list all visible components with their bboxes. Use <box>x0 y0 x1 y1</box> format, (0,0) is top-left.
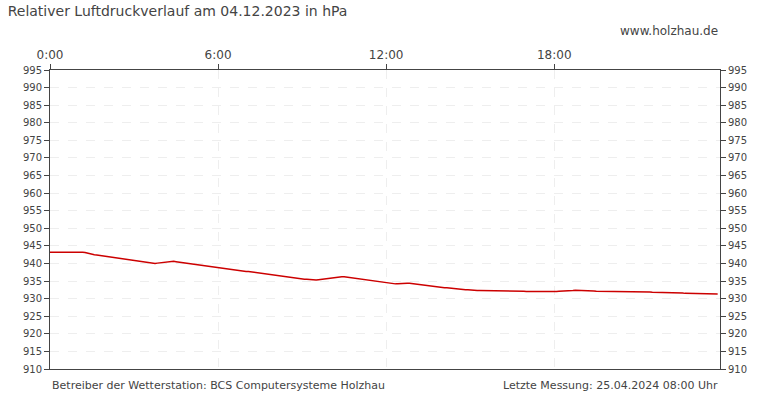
svg-text:990: 990 <box>728 82 747 93</box>
svg-text:995: 995 <box>23 65 42 76</box>
svg-text:910: 910 <box>23 364 42 375</box>
svg-text:965: 965 <box>23 170 42 181</box>
svg-text:920: 920 <box>728 328 747 339</box>
svg-text:970: 970 <box>23 152 42 163</box>
svg-text:970: 970 <box>728 152 747 163</box>
svg-text:940: 940 <box>23 258 42 269</box>
svg-text:925: 925 <box>23 311 42 322</box>
svg-text:0:00: 0:00 <box>37 48 64 62</box>
svg-text:930: 930 <box>23 293 42 304</box>
svg-text:18:00: 18:00 <box>537 48 572 62</box>
svg-text:955: 955 <box>23 205 42 216</box>
svg-text:980: 980 <box>23 117 42 128</box>
svg-text:940: 940 <box>728 258 747 269</box>
svg-text:935: 935 <box>728 276 747 287</box>
svg-text:995: 995 <box>728 65 747 76</box>
svg-text:915: 915 <box>728 346 747 357</box>
svg-text:975: 975 <box>23 135 42 146</box>
svg-text:960: 960 <box>728 188 747 199</box>
svg-text:945: 945 <box>728 240 747 251</box>
svg-text:925: 925 <box>728 311 747 322</box>
svg-text:990: 990 <box>23 82 42 93</box>
svg-text:Betreiber der Wetterstation: B: Betreiber der Wetterstation: BCS Compute… <box>52 379 385 392</box>
svg-text:www.holzhau.de: www.holzhau.de <box>620 24 718 38</box>
svg-text:945: 945 <box>23 240 42 251</box>
svg-text:920: 920 <box>23 328 42 339</box>
svg-text:6:00: 6:00 <box>205 48 232 62</box>
svg-text:975: 975 <box>728 135 747 146</box>
svg-text:955: 955 <box>728 205 747 216</box>
svg-text:985: 985 <box>728 100 747 111</box>
svg-text:915: 915 <box>23 346 42 357</box>
svg-text:Relativer Luftdruckverlauf am: Relativer Luftdruckverlauf am 04.12.2023… <box>8 3 348 19</box>
svg-text:950: 950 <box>728 223 747 234</box>
svg-text:Letzte Messung: 25.04.2024 08:: Letzte Messung: 25.04.2024 08:00 Uhr <box>503 379 718 392</box>
svg-text:960: 960 <box>23 188 42 199</box>
svg-text:930: 930 <box>728 293 747 304</box>
svg-text:985: 985 <box>23 100 42 111</box>
svg-text:12:00: 12:00 <box>369 48 404 62</box>
svg-text:965: 965 <box>728 170 747 181</box>
svg-text:950: 950 <box>23 223 42 234</box>
svg-text:910: 910 <box>728 364 747 375</box>
svg-text:980: 980 <box>728 117 747 128</box>
svg-text:935: 935 <box>23 276 42 287</box>
